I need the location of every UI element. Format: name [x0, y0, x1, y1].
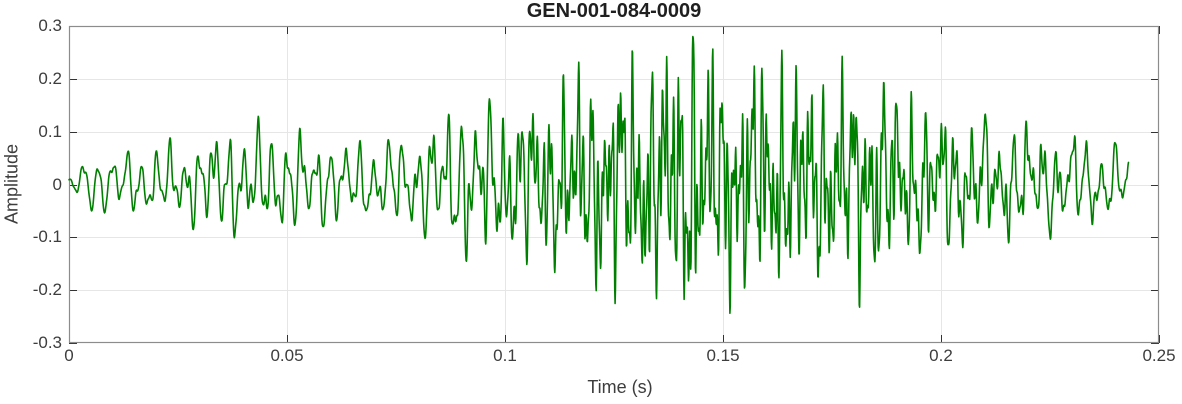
axes-box	[68, 25, 1160, 344]
x-tick-label: 0.2	[929, 346, 953, 365]
chart-title: GEN-001-084-0009	[526, 0, 702, 22]
x-axis-label: Time (s)	[587, 377, 653, 397]
x-tick-label: 0.15	[706, 346, 740, 365]
y-tick-label: -0.1	[32, 227, 62, 247]
y-tick-label: -0.2	[32, 280, 62, 300]
x-tick-label: 0	[64, 346, 74, 365]
y-axis-label: Amplitude	[1, 143, 22, 225]
x-tick-label: 0.25	[1142, 346, 1176, 365]
y-tick-label: 0.2	[38, 68, 62, 88]
y-tick-label: 0	[52, 174, 62, 194]
y-tick-label: 0.3	[38, 16, 62, 35]
waveform-line	[68, 35, 1130, 315]
x-tick-label: 0.1	[493, 346, 517, 365]
x-tick-label: 0.05	[270, 346, 304, 365]
y-tick-label: 0.1	[38, 121, 62, 141]
y-tick-label: -0.3	[32, 333, 62, 352]
